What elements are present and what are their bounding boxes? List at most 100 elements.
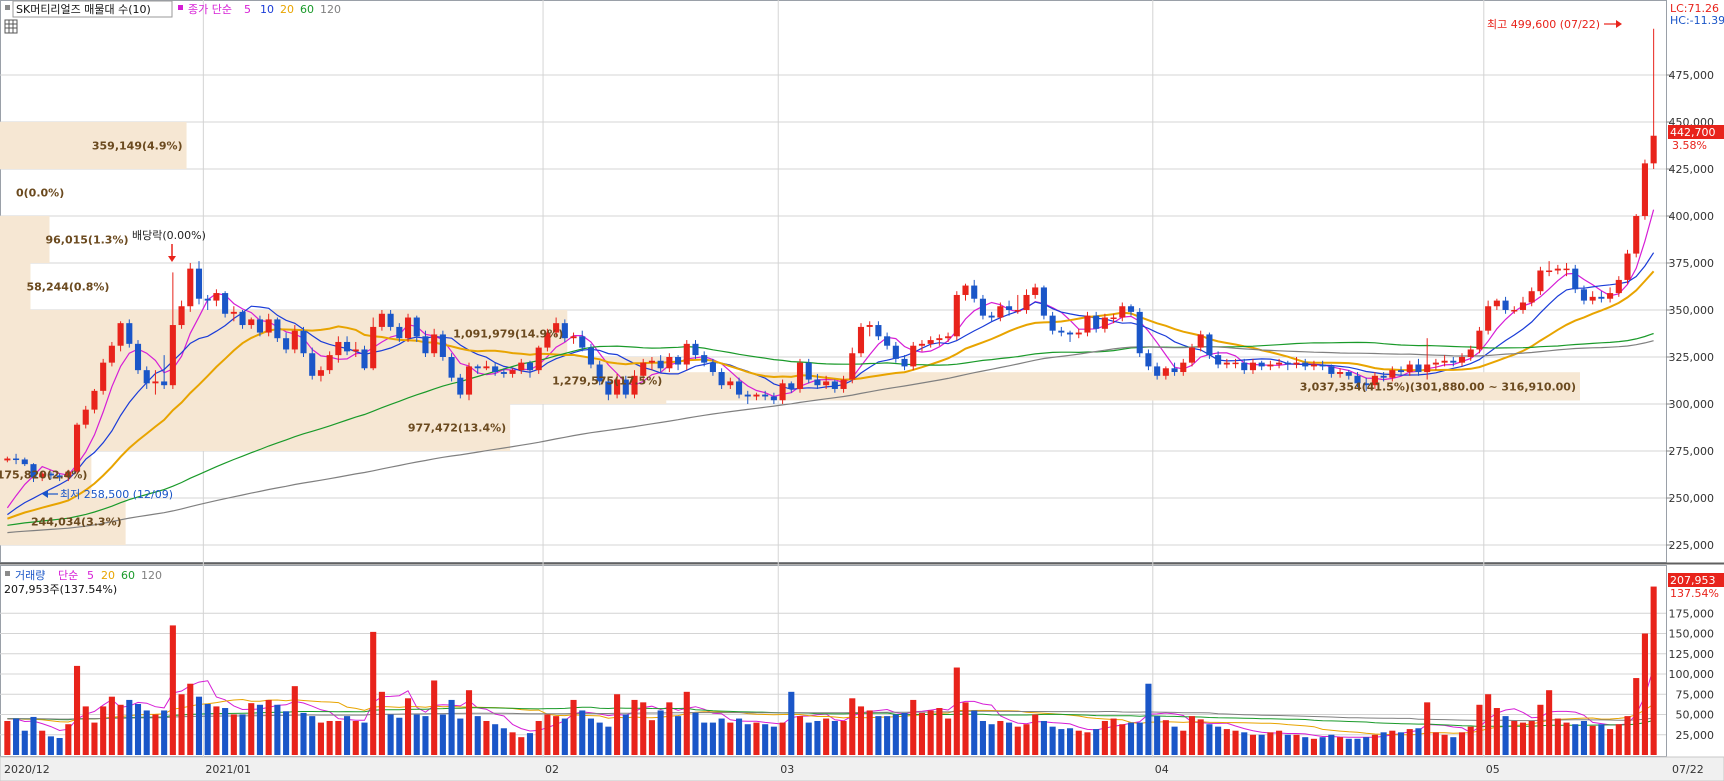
volume-bar (1162, 720, 1169, 755)
lc-readout: LC:71.26 (1670, 2, 1719, 15)
candle-body (4, 458, 11, 461)
volume-bar (796, 716, 804, 755)
candle-body (553, 323, 560, 333)
candle-body (936, 338, 943, 341)
volume-profile-label: 244,034(3.3%) (31, 516, 122, 529)
volume-bar (831, 720, 838, 755)
candle-body (1572, 268, 1579, 290)
candle-body (1293, 362, 1300, 365)
volume-bar (788, 691, 795, 755)
volume-bar (884, 716, 891, 755)
volume-bar (448, 699, 455, 755)
volume-bar (378, 691, 385, 755)
volume-bar (335, 720, 342, 755)
volume-bar (239, 714, 246, 755)
candle-body (1136, 311, 1143, 354)
volume-bar (962, 702, 969, 755)
candle-body (840, 379, 847, 389)
volume-bar (622, 714, 629, 755)
volume-legend-marker (5, 571, 10, 576)
volume-bar (404, 698, 412, 755)
candle-body (21, 459, 28, 465)
candle-body (1066, 332, 1074, 335)
time-tick-label: 02 (545, 763, 559, 776)
candle-body (1598, 296, 1605, 299)
candle-body (1215, 355, 1222, 365)
candle-body (1502, 300, 1509, 310)
candle-body (1380, 375, 1387, 378)
last-volume-marker: 207,953 137.54% (1668, 573, 1724, 600)
candle-body (161, 381, 168, 386)
candle-body (1511, 310, 1518, 312)
volume-tick-label: 175,000 (1669, 607, 1715, 620)
hc-readout: HC:-11.39 (1670, 14, 1724, 27)
candle-body (1519, 302, 1527, 310)
volume-bar (1293, 734, 1300, 755)
volume-bar (614, 694, 621, 755)
volume-bar (936, 708, 943, 755)
title-box[interactable] (12, 0, 173, 18)
volume-bar (126, 699, 133, 755)
volume-bar (187, 683, 194, 755)
candle-body (30, 464, 37, 478)
volume-bar (770, 726, 777, 755)
chart-title: SK머티리얼즈 매물대 수(10) (16, 2, 151, 16)
volume-bar (309, 716, 316, 755)
candle-body (849, 353, 856, 380)
volume-bar (134, 703, 142, 755)
volume-bar (1215, 726, 1222, 755)
volume-bar (1206, 724, 1213, 755)
volume-bar (579, 710, 586, 755)
volume-profile-label: 977,472(13.4%) (408, 422, 506, 435)
candle-body (1641, 163, 1648, 216)
candle-body (370, 326, 377, 369)
candle-body (1171, 368, 1178, 373)
candle-body (997, 306, 1004, 318)
ma-legend-marker (178, 5, 183, 10)
price-panel[interactable] (0, 0, 1667, 563)
volume-profile-bar (0, 122, 187, 169)
table-icon[interactable] (4, 19, 18, 34)
candle-body (744, 394, 751, 397)
vol-ma60-legend: 60 (121, 569, 135, 582)
price-tick-label: 250,000 (1669, 492, 1715, 505)
price-tick-label: 475,000 (1669, 69, 1715, 82)
volume-bar (1476, 704, 1483, 755)
ma20-line (7, 270, 1655, 520)
last-volume-value: 207,953 (1670, 574, 1716, 587)
candle-body (1580, 289, 1588, 301)
candle-body (152, 381, 159, 384)
volume-bars (4, 586, 1657, 755)
candle-body (1546, 270, 1553, 273)
candle-body (1154, 366, 1161, 376)
volume-bar (518, 737, 525, 755)
candle-body (387, 313, 394, 327)
candle-body (509, 370, 516, 374)
candle-body (1337, 372, 1344, 374)
candle-body (831, 381, 838, 389)
volume-bar (1171, 726, 1178, 755)
volume-bar (100, 706, 107, 755)
volume-bar (1267, 732, 1274, 755)
volume-bar (1467, 726, 1474, 755)
candle-body (256, 319, 264, 333)
volume-tick-label: 75,000 (1676, 688, 1715, 701)
volume-bar (1040, 720, 1047, 755)
volume-bar (1624, 716, 1631, 755)
volume-bar (474, 716, 481, 755)
candle-body (448, 357, 455, 378)
candle-body (1476, 330, 1483, 350)
volume-bar (587, 718, 595, 755)
candle-body (1415, 364, 1422, 373)
volume-bar (526, 733, 534, 755)
candle-body (108, 345, 115, 363)
volume-bar (500, 728, 507, 755)
candle-body (239, 311, 246, 326)
volume-bar (21, 730, 28, 755)
high-label: 최고 499,600 (07/22) (1487, 18, 1600, 31)
candle-body (1014, 310, 1021, 312)
candle-body (675, 357, 682, 365)
candle-body (1276, 362, 1283, 365)
volume-bar (927, 710, 934, 755)
volume-bar (1415, 728, 1422, 755)
